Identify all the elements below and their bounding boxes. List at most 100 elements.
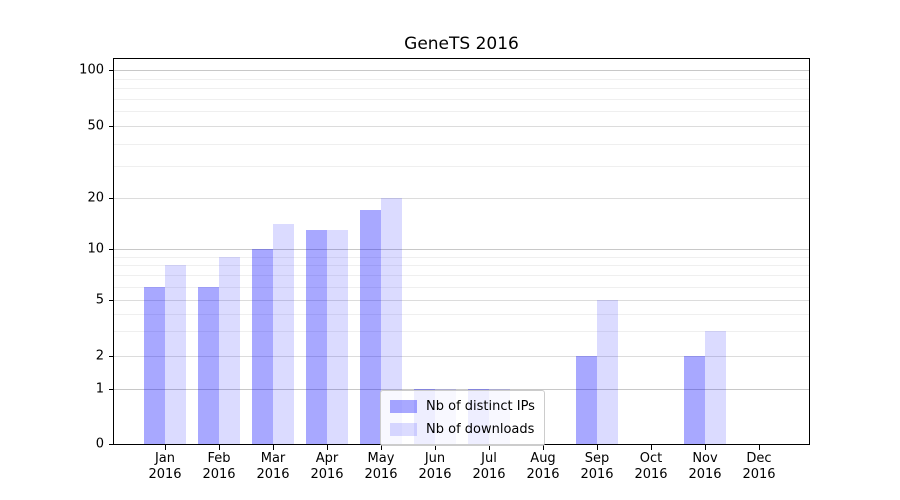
minor-gridline: [114, 286, 809, 288]
x-tick-year: 2016: [202, 467, 236, 482]
y-tick-label: 50: [87, 118, 104, 134]
legend-label-downloads: Nb of downloads: [426, 422, 535, 437]
major-gridline: [114, 249, 809, 250]
x-tick-month: Apr: [315, 451, 339, 466]
minor-gridline: [114, 275, 809, 277]
minor-gridline: [114, 331, 809, 333]
bar-downloads-apr: [327, 229, 348, 444]
x-tick-month: Jan: [154, 451, 176, 466]
minor-gridline: [114, 88, 809, 90]
chart-title: GeneTS 2016: [404, 34, 519, 54]
x-tick-mark: [489, 445, 490, 450]
legend: Nb of distinct IPs Nb of downloads: [380, 390, 545, 446]
x-tick-month: Oct: [639, 451, 663, 466]
bar-distinct-ips-sep: [576, 356, 597, 444]
minor-gridline: [114, 265, 809, 267]
y-tick-label: 10: [87, 241, 104, 257]
x-tick-label-oct: Oct 2016: [634, 451, 667, 483]
x-tick-month: May: [367, 451, 395, 466]
y-tick-mark: [109, 70, 113, 71]
y-tick-mark: [109, 356, 113, 357]
plot-area: 0 1 2 5 10 20 50 100 Jan 2016 Feb 2016 Mar 2016 Apr 201…: [79, 58, 810, 483]
x-tick-month: Dec: [746, 451, 772, 466]
x-tick-mark: [651, 445, 652, 450]
bar-distinct-ips-jan: [144, 286, 165, 444]
legend-swatch-distinct-ips: [390, 400, 417, 413]
x-tick-year: 2016: [310, 467, 344, 482]
y-tick-label: 5: [95, 292, 104, 308]
legend-label-distinct-ips: Nb of distinct IPs: [426, 399, 535, 414]
y-tick-mark: [109, 249, 113, 250]
x-tick-year: 2016: [364, 467, 398, 482]
bar-distinct-ips-may: [360, 209, 381, 444]
bar-downloads-may: [381, 198, 402, 444]
x-tick-year: 2016: [688, 467, 722, 482]
x-tick-mark: [705, 445, 706, 450]
y-tick-label: 0: [95, 436, 104, 452]
x-tick-label-may: May 2016: [364, 451, 397, 483]
x-tick-label-dec: Dec 2016: [742, 451, 775, 483]
x-tick-mark: [219, 445, 220, 450]
x-tick-label-sep: Sep 2016: [580, 451, 613, 483]
x-tick-year: 2016: [256, 467, 290, 482]
gridlines-layer: [114, 59, 809, 444]
minor-gridline: [114, 111, 809, 113]
x-tick-year: 2016: [742, 467, 776, 482]
bars-layer: [114, 59, 809, 444]
y-tick-mark: [109, 126, 113, 127]
x-tick-label-apr: Apr 2016: [310, 451, 343, 483]
y-tick-mark: [109, 389, 113, 390]
x-tick-mark: [759, 445, 760, 450]
x-tick-label-jan: Jan 2016: [148, 451, 181, 483]
x-tick-year: 2016: [634, 467, 668, 482]
major-gridline: [114, 126, 809, 127]
x-tick-label-aug: Aug 2016: [526, 451, 559, 483]
x-tick-month: Jul: [481, 451, 497, 466]
y-tick-mark: [109, 198, 113, 199]
x-tick-mark: [327, 445, 328, 450]
y-tick-label: 1: [95, 381, 104, 397]
minor-gridline: [114, 143, 809, 145]
x-tick-mark: [381, 445, 382, 450]
bar-distinct-ips-apr: [306, 229, 327, 444]
bar-distinct-ips-mar: [252, 249, 273, 444]
major-gridline: [114, 356, 809, 357]
bar-downloads-feb: [219, 256, 240, 444]
minor-gridline: [114, 98, 809, 100]
x-tick-mark: [435, 445, 436, 450]
y-tick-label: 2: [95, 348, 104, 364]
x-tick-year: 2016: [148, 467, 182, 482]
minor-gridline: [114, 256, 809, 258]
x-tick-month: Feb: [207, 451, 231, 466]
minor-gridline: [114, 166, 809, 168]
y-tick-mark: [109, 300, 113, 301]
x-tick-year: 2016: [472, 467, 506, 482]
x-tick-month: Jun: [424, 451, 446, 466]
x-tick-mark: [165, 445, 166, 450]
x-tick-label-jul: Jul 2016: [472, 451, 505, 483]
bar-downloads-jan: [165, 265, 186, 444]
y-tick-label: 100: [79, 62, 104, 78]
x-tick-year: 2016: [526, 467, 560, 482]
axis-ticks-layer: 0 1 2 5 10 20 50 100 Jan 2016 Feb 2016 Mar 2016 Apr 201…: [79, 59, 809, 483]
x-tick-month: Mar: [260, 451, 286, 466]
major-gridline: [114, 300, 809, 301]
x-tick-month: Aug: [530, 451, 556, 466]
x-tick-year: 2016: [580, 467, 614, 482]
major-gridline: [114, 389, 809, 390]
bar-downloads-mar: [273, 224, 294, 444]
x-tick-mark: [597, 445, 598, 450]
minor-gridline: [114, 313, 809, 315]
bar-distinct-ips-feb: [198, 286, 219, 444]
bar-distinct-ips-nov: [684, 356, 705, 444]
x-tick-label-mar: Mar 2016: [256, 451, 289, 483]
bar-downloads-nov: [705, 331, 726, 444]
major-gridline: [114, 70, 809, 71]
x-tick-label-jun: Jun 2016: [418, 451, 451, 483]
major-gridline: [114, 198, 809, 199]
y-tick-label: 20: [87, 190, 104, 206]
x-tick-month: Sep: [584, 451, 610, 466]
x-tick-label-feb: Feb 2016: [202, 451, 235, 483]
x-tick-month: Nov: [692, 451, 718, 466]
